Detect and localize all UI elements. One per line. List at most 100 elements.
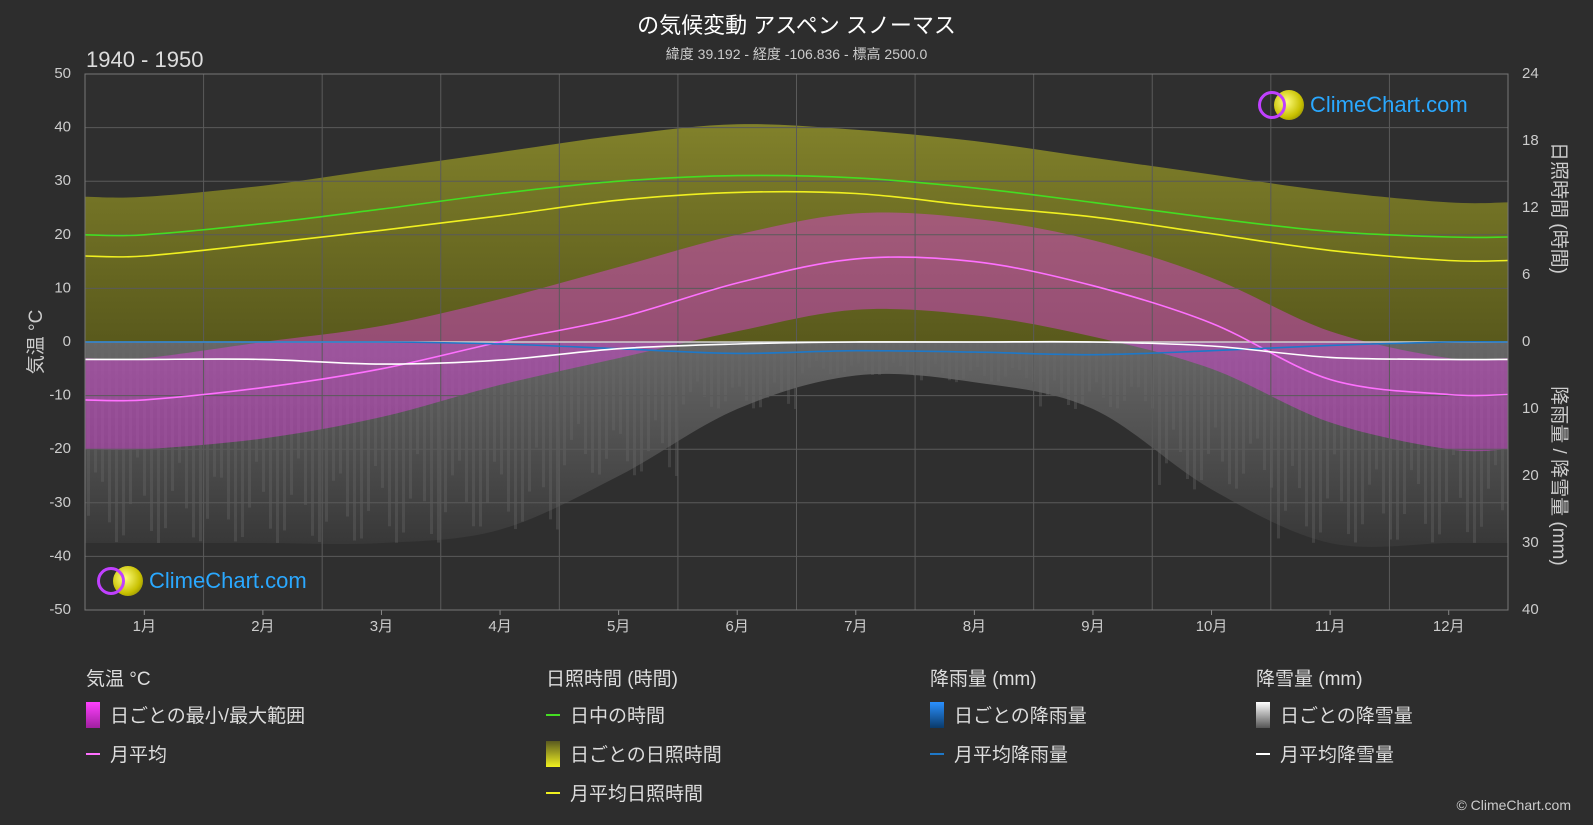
daily-snow-bar [1123, 342, 1126, 401]
daily-snow-bar [479, 342, 482, 527]
daylight-swatch [546, 713, 560, 716]
daily-snow-bar [276, 342, 279, 543]
daily-snow-bar [542, 342, 545, 488]
daily-snow-bar [1130, 342, 1133, 387]
daily-snow-bar [297, 342, 300, 459]
daily-snow-bar [437, 342, 440, 543]
plot-frame [84, 73, 1509, 611]
daily-snow-bar [290, 342, 293, 495]
daily-snow-bar [1081, 342, 1084, 405]
daily-snow-bar [472, 342, 475, 527]
daily-snow-bar [1053, 342, 1056, 381]
daily-snow-bar [1207, 342, 1210, 454]
daily-snow-bar [584, 342, 587, 455]
daily-snow-bar [1060, 342, 1063, 394]
daily-snow-bar [1004, 342, 1007, 377]
daily-snow-bar [164, 342, 167, 529]
logo-ring-icon [1258, 91, 1286, 119]
logo-text: ClimeChart.com [1310, 92, 1468, 117]
logo-text: ClimeChart.com [149, 568, 307, 593]
daily-snow-bar [1368, 342, 1371, 485]
x-tick-label: 12月 [1433, 618, 1465, 635]
daily-snow-bar [185, 342, 188, 509]
daily-snow-bar [920, 342, 923, 381]
daily-snow-bar [1046, 342, 1049, 396]
y-tick-temp: 20 [54, 226, 71, 243]
legend-rain-avg: 月平均降雨量 [930, 740, 1068, 767]
sunshine-avg-line [84, 190, 1509, 263]
daily-snow-bar [1242, 342, 1245, 474]
daily-snow-bar [1410, 342, 1413, 471]
daily-snow-bar [283, 342, 286, 531]
daily-snow-bar [668, 342, 671, 468]
daily-snow-bar [248, 342, 251, 508]
daily-snow-bar [360, 342, 363, 539]
rain-avg-swatch [930, 752, 944, 755]
y-axis-label-temp: 気温 °C [25, 310, 47, 375]
daily-snow-bar [703, 342, 706, 397]
daily-snow-bar [1354, 342, 1357, 543]
daily-snow-bar [591, 342, 594, 473]
daily-snow-bar [801, 342, 804, 374]
daily-snow-bar [157, 342, 160, 543]
daily-snow-bar [1095, 342, 1098, 383]
legend-temp-avg: 月平均 [86, 740, 167, 767]
daily-snow-bar [1088, 342, 1091, 392]
legend-snow-avg: 月平均降雪量 [1256, 740, 1394, 767]
daily-snow-bar [1186, 342, 1189, 479]
daily-rain-swatch [930, 701, 944, 728]
legend-temp-range: 日ごとの最小/最大範囲 [86, 701, 305, 728]
daily-snow-bar [395, 342, 398, 543]
daily-snow-bar [311, 342, 314, 536]
daily-snow-bar [696, 342, 699, 382]
y-tick-temp: 10 [54, 279, 71, 296]
y-axis-label-sun: 日照時間 (時間) [1548, 142, 1570, 274]
daily-snow-bar [1256, 342, 1259, 439]
daily-snow-bar [892, 342, 895, 364]
daily-snow-bar [374, 342, 377, 467]
daily-snow-bar [752, 342, 755, 409]
daily-snow-bar [1382, 342, 1385, 514]
daily-snow-bar [1417, 342, 1420, 485]
daily-snow-bar [850, 342, 853, 366]
daily-snow-bar [325, 342, 328, 522]
logo-top[interactable]: ClimeChart.com [1258, 90, 1468, 120]
y-tick-temp: -20 [49, 440, 71, 457]
legend-sun-avg: 月平均日照時間 [546, 779, 703, 806]
daily-snow-bar [304, 342, 307, 505]
legend-temp-header: 気温 °C [86, 669, 151, 690]
daily-snow-bar [605, 342, 608, 459]
daily-snow-bar [493, 342, 496, 462]
daily-snow-bar [1270, 342, 1273, 488]
daily-snow-bar [1039, 342, 1042, 407]
x-tick-label: 3月 [370, 618, 393, 635]
daily-snow-bar [444, 342, 447, 513]
x-tick-label: 11月 [1315, 618, 1346, 635]
daily-snow-bar [1501, 342, 1504, 511]
daily-snow-bar [514, 342, 517, 530]
daily-snow-bar [1305, 342, 1308, 527]
daily-snow-bar [1018, 342, 1021, 370]
daily-snow-bar [549, 342, 552, 520]
daily-snow-bar [367, 342, 370, 511]
daily-snow-bar [822, 342, 825, 369]
logo-ring-icon [97, 567, 125, 595]
copyright: © ClimeChart.com [1456, 797, 1571, 813]
daily-snow-bar [780, 342, 783, 392]
daily-snow-bar [675, 342, 678, 476]
daily-snow-bar [332, 342, 335, 481]
y-tick-temp: 40 [54, 119, 71, 136]
daylight-line [84, 174, 1509, 239]
daily-snow-bar [199, 342, 202, 542]
daily-snow-bar [521, 342, 524, 522]
daily-snow-bar [787, 342, 790, 404]
daily-snow-bar [220, 342, 223, 478]
x-tick-label: 4月 [488, 618, 511, 635]
daily-snow-bar [150, 342, 153, 531]
daily-snow-bar [773, 342, 776, 383]
logo-bottom[interactable]: ClimeChart.com [97, 566, 307, 596]
daily-snow-bar [262, 342, 265, 492]
daily-snow-bar [1319, 342, 1322, 533]
daily-snow-bar [206, 342, 209, 519]
daily-snow-bar [885, 342, 888, 371]
